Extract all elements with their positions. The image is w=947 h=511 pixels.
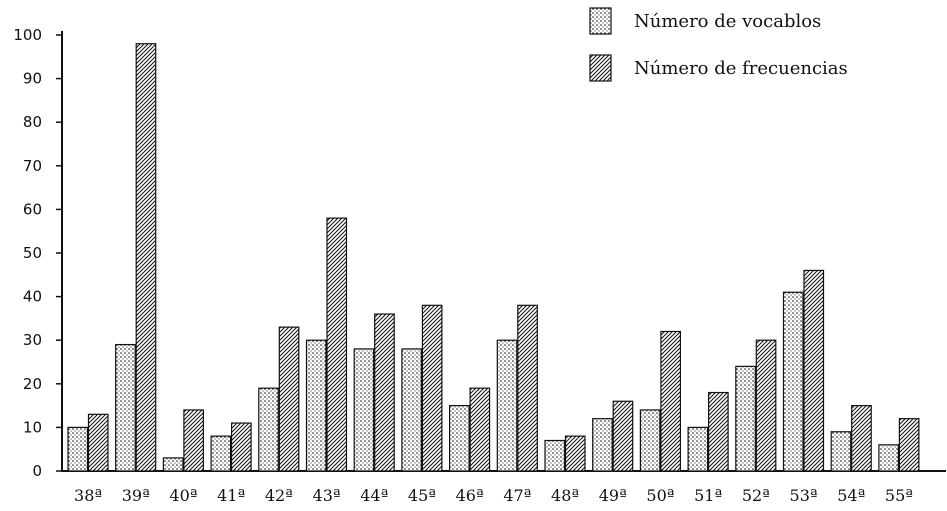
x-tick-label: 39ª bbox=[122, 486, 150, 505]
bar-vocablos bbox=[544, 439, 566, 472]
x-tick-label: 49ª bbox=[599, 486, 627, 505]
legend-label: Número de frecuencias bbox=[634, 58, 848, 79]
bar-vocablos bbox=[639, 409, 661, 472]
x-tick-label: 47ª bbox=[503, 486, 531, 505]
bar-frecuencias bbox=[374, 313, 395, 472]
y-tick-label: 10 bbox=[23, 418, 42, 436]
x-tick-label: 42ª bbox=[265, 486, 293, 505]
bar-vocablos bbox=[878, 444, 900, 472]
bar-frecuencias bbox=[898, 418, 920, 472]
legend-label: Número de vocablos bbox=[634, 11, 821, 32]
x-tick-label: 43ª bbox=[313, 486, 341, 505]
x-tick-label: 45ª bbox=[408, 486, 436, 505]
y-tick-label: 0 bbox=[32, 462, 42, 480]
x-tick-label: 51ª bbox=[694, 486, 722, 505]
y-tick-label: 60 bbox=[23, 200, 42, 218]
x-tick-label: 48ª bbox=[551, 486, 579, 505]
bar-frecuencias bbox=[707, 391, 729, 472]
x-tick-label: 38ª bbox=[74, 486, 102, 505]
bar-vocablos bbox=[401, 348, 422, 472]
legend-swatch bbox=[589, 7, 612, 35]
y-tick-label: 50 bbox=[23, 244, 42, 262]
x-tick-label: 55ª bbox=[885, 486, 913, 505]
y-tick-label: 20 bbox=[23, 375, 42, 393]
bar-frecuencias bbox=[278, 326, 300, 472]
bar-vocablos bbox=[67, 426, 89, 472]
x-tick-label: 53ª bbox=[790, 486, 818, 505]
bar-frecuencias bbox=[183, 409, 204, 472]
bar-frecuencias bbox=[755, 339, 777, 472]
bar-vocablos bbox=[782, 291, 804, 472]
bar-frecuencias bbox=[564, 435, 586, 472]
bar-frecuencias bbox=[517, 304, 538, 472]
x-tick-label: 46ª bbox=[456, 486, 484, 505]
bar-frecuencias bbox=[469, 387, 491, 472]
x-tick-label: 40ª bbox=[169, 486, 197, 505]
bar-frecuencias bbox=[612, 400, 634, 472]
x-tick-label: 44ª bbox=[360, 486, 388, 505]
bar-frecuencias bbox=[421, 304, 443, 472]
bar-vocablos bbox=[735, 365, 756, 472]
bar-frecuencias bbox=[231, 422, 252, 472]
y-tick-label: 100 bbox=[13, 26, 42, 44]
bar-vocablos bbox=[687, 426, 709, 472]
bar-frecuencias bbox=[660, 330, 682, 472]
bar-vocablos bbox=[305, 339, 327, 472]
bar-vocablos bbox=[210, 435, 232, 472]
bar-vocablos bbox=[162, 457, 184, 472]
bar-vocablos bbox=[258, 387, 279, 472]
bars bbox=[67, 43, 920, 472]
legend-swatch bbox=[589, 54, 612, 82]
legend: Número de vocablos Número de frecuencias bbox=[589, 7, 848, 82]
y-tick-label: 90 bbox=[23, 70, 42, 88]
x-tick-label: 52ª bbox=[742, 486, 770, 505]
bar-frecuencias bbox=[326, 217, 348, 472]
bar-frecuencias bbox=[135, 43, 157, 472]
x-tick-label: 54ª bbox=[837, 486, 865, 505]
bar-frecuencias bbox=[803, 269, 825, 472]
y-tick-label: 40 bbox=[23, 288, 42, 306]
y-tick-label: 80 bbox=[23, 113, 42, 131]
bar-vocablos bbox=[353, 348, 375, 472]
bar-frecuencias bbox=[851, 405, 872, 472]
y-tick-labels: 0 10 20 30 40 50 60 70 80 90 100 bbox=[13, 26, 42, 480]
x-tick-label: 41ª bbox=[217, 486, 245, 505]
bar-vocablos bbox=[496, 339, 518, 472]
bar-vocablos bbox=[592, 418, 613, 472]
bar-vocablos bbox=[115, 343, 136, 472]
y-tick-label: 70 bbox=[23, 157, 42, 175]
bar-frecuencias bbox=[87, 413, 109, 472]
bar-vocablos bbox=[830, 431, 852, 472]
bar-vocablos bbox=[449, 405, 470, 472]
y-tick-label: 30 bbox=[23, 331, 42, 349]
x-tick-labels: 38ª 39ª 40ª 41ª 42ª 43ª 44ª 45ª 46ª 47ª 48ª 49ª 50ª 5… bbox=[74, 486, 913, 505]
x-tick-label: 50ª bbox=[646, 486, 674, 505]
